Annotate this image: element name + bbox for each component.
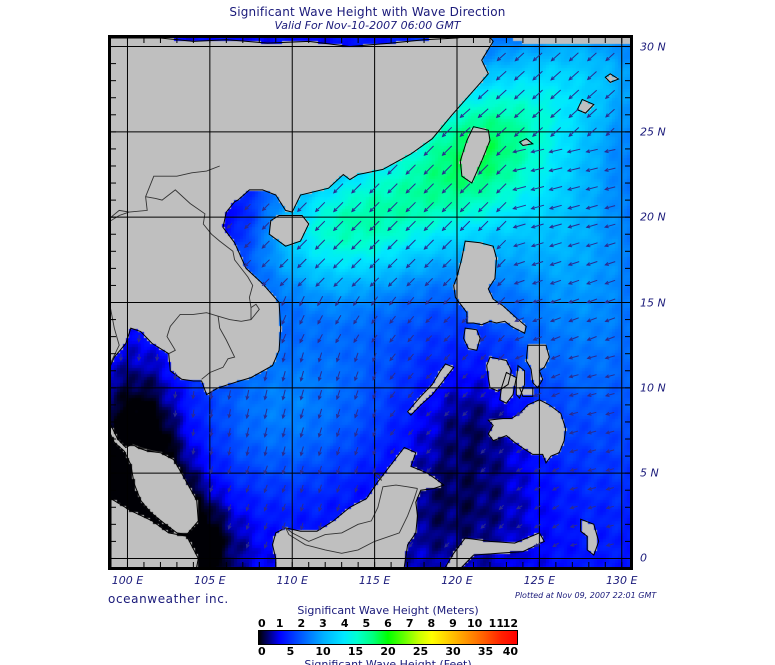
x-tick-label: 125 E xyxy=(523,574,556,587)
colorbar-tick-feet: 25 xyxy=(412,645,429,658)
colorbar-tick-meters: 5 xyxy=(362,617,371,630)
y-tick-label: 15 N xyxy=(640,296,666,309)
x-tick-label: 120 E xyxy=(441,574,473,587)
colorbar-tick-meters: 2 xyxy=(297,617,306,630)
colorbar-tick-meters: 9 xyxy=(449,617,457,630)
company-credit: oceanweather inc. xyxy=(108,592,229,606)
colorbar-title-feet: Significant Wave Height (Feet) xyxy=(304,658,472,665)
colorbar-tick-feet: 15 xyxy=(347,645,364,658)
y-tick-label: 25 N xyxy=(640,125,666,139)
plotted-timestamp: Plotted at Nov 09, 2007 22:01 GMT xyxy=(515,591,657,600)
colorbar-tick-meters: 6 xyxy=(384,617,392,630)
map-plot-area[interactable] xyxy=(108,35,633,570)
colorbar-ticks-meters: 0 1 2 3 4 5 6 7 8 9 10 11 12 xyxy=(258,617,518,630)
y-tick-label: 10 N xyxy=(640,381,666,395)
colorbar-tick-feet: 5 xyxy=(286,645,295,658)
colorbar-tick-meters: 7 xyxy=(405,617,414,630)
x-tick-label: 115 E xyxy=(358,574,391,587)
page-subtitle: Valid For Nov-10-2007 06:00 GMT xyxy=(274,19,461,32)
page-title: Significant Wave Height with Wave Direct… xyxy=(229,5,506,19)
colorbar-tick-meters: 10 xyxy=(467,617,483,630)
y-tick-label: 5 N xyxy=(640,466,659,480)
colorbar-tick-meters: 11 xyxy=(488,617,504,630)
colorbar-title-meters: Significant Wave Height (Meters) xyxy=(297,604,479,617)
wave-height-field xyxy=(111,38,630,567)
colorbar-tick-feet: 20 xyxy=(380,645,396,658)
colorbar-tick-meters: 8 xyxy=(427,617,436,630)
x-tick-label: 110 E xyxy=(276,574,308,587)
colorbar-tick-meters: 3 xyxy=(319,617,327,630)
colorbar-tick-meters: 1 xyxy=(275,617,284,630)
colorbar-tick-feet: 40 xyxy=(502,645,518,658)
x-tick-label: 100 E xyxy=(111,574,144,587)
colorbar-ticks-feet: 0 5 10 15 20 25 30 35 40 xyxy=(258,645,518,658)
colorbar-tick-feet: 35 xyxy=(477,645,494,658)
y-tick-label: 20 N xyxy=(640,210,666,224)
colorbar-gradient xyxy=(258,630,518,645)
colorbar-tick-meters: 4 xyxy=(340,617,349,630)
colorbar-tick-feet: 10 xyxy=(315,645,331,658)
colorbar-tick-feet: 0 xyxy=(258,645,266,658)
colorbar-tick-meters: 0 xyxy=(258,617,266,630)
colorbar-tick-meters: 12 xyxy=(502,617,518,630)
y-tick-label: 30 N xyxy=(640,40,666,54)
y-tick-label: 0 xyxy=(640,551,647,565)
x-tick-label: 130 E xyxy=(606,574,638,587)
colorbar-tick-feet: 30 xyxy=(445,645,461,658)
x-tick-label: 105 E xyxy=(194,574,226,587)
